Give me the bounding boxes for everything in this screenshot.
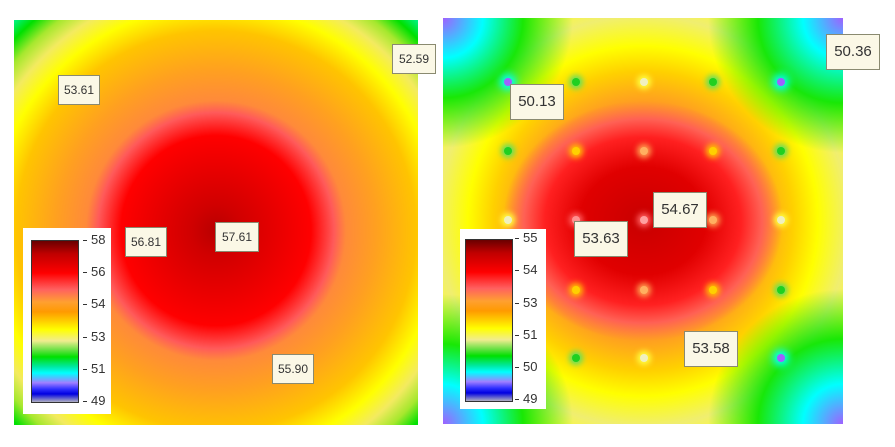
value-label: 54.67 bbox=[653, 192, 707, 228]
source-point-dot bbox=[709, 147, 717, 155]
colorbar-tick: 53 bbox=[514, 295, 538, 310]
source-point-dot bbox=[640, 354, 648, 362]
value-label: 52.59 bbox=[392, 44, 436, 74]
colorbar-tick: 51 bbox=[514, 327, 538, 342]
value-label: 53.63 bbox=[574, 221, 628, 257]
source-point-dot bbox=[572, 216, 580, 224]
source-point-dot bbox=[777, 354, 785, 362]
source-point-dot bbox=[640, 78, 648, 86]
source-point-dot bbox=[572, 147, 580, 155]
colorbar-tick: 50 bbox=[514, 359, 538, 374]
source-point-dot bbox=[777, 286, 785, 294]
colorbar-tick: 55 bbox=[514, 230, 538, 245]
source-point-dot bbox=[777, 147, 785, 155]
source-point-dot bbox=[709, 216, 717, 224]
value-label: 50.13 bbox=[510, 84, 564, 120]
source-point-dot bbox=[572, 286, 580, 294]
source-point-dot bbox=[640, 147, 648, 155]
source-point-dot bbox=[504, 216, 512, 224]
colorbar-gradient bbox=[31, 240, 79, 403]
colorbar-tick: 56 bbox=[82, 264, 106, 279]
source-point-dot bbox=[709, 78, 717, 86]
value-label: 57.61 bbox=[215, 222, 259, 252]
value-label: 53.58 bbox=[684, 331, 738, 367]
source-point-dot bbox=[572, 78, 580, 86]
value-label: 50.36 bbox=[826, 34, 880, 70]
colorbar-tick: 49 bbox=[514, 391, 538, 406]
colorbar-legend-right: 55 54 53 51 50 49 bbox=[460, 229, 546, 409]
colorbar-gradient bbox=[465, 239, 513, 402]
source-point-dot bbox=[640, 216, 648, 224]
colorbar-tick: 58 bbox=[82, 232, 106, 247]
source-point-dot bbox=[504, 78, 512, 86]
value-label: 53.61 bbox=[58, 75, 100, 105]
colorbar-tick: 53 bbox=[82, 329, 106, 344]
source-point-dot bbox=[709, 286, 717, 294]
source-point-dot bbox=[572, 354, 580, 362]
colorbar-tick: 49 bbox=[82, 393, 106, 408]
colorbar-tick: 51 bbox=[82, 361, 106, 376]
source-point-dot bbox=[777, 78, 785, 86]
value-label: 56.81 bbox=[125, 227, 167, 257]
colorbar-tick: 54 bbox=[82, 296, 106, 311]
source-point-dot bbox=[777, 216, 785, 224]
source-point-dot bbox=[504, 147, 512, 155]
value-label: 55.90 bbox=[272, 354, 314, 384]
colorbar-legend-left: 58 56 54 53 51 49 bbox=[23, 228, 111, 414]
source-point-dot bbox=[640, 286, 648, 294]
colorbar-tick: 54 bbox=[514, 262, 538, 277]
